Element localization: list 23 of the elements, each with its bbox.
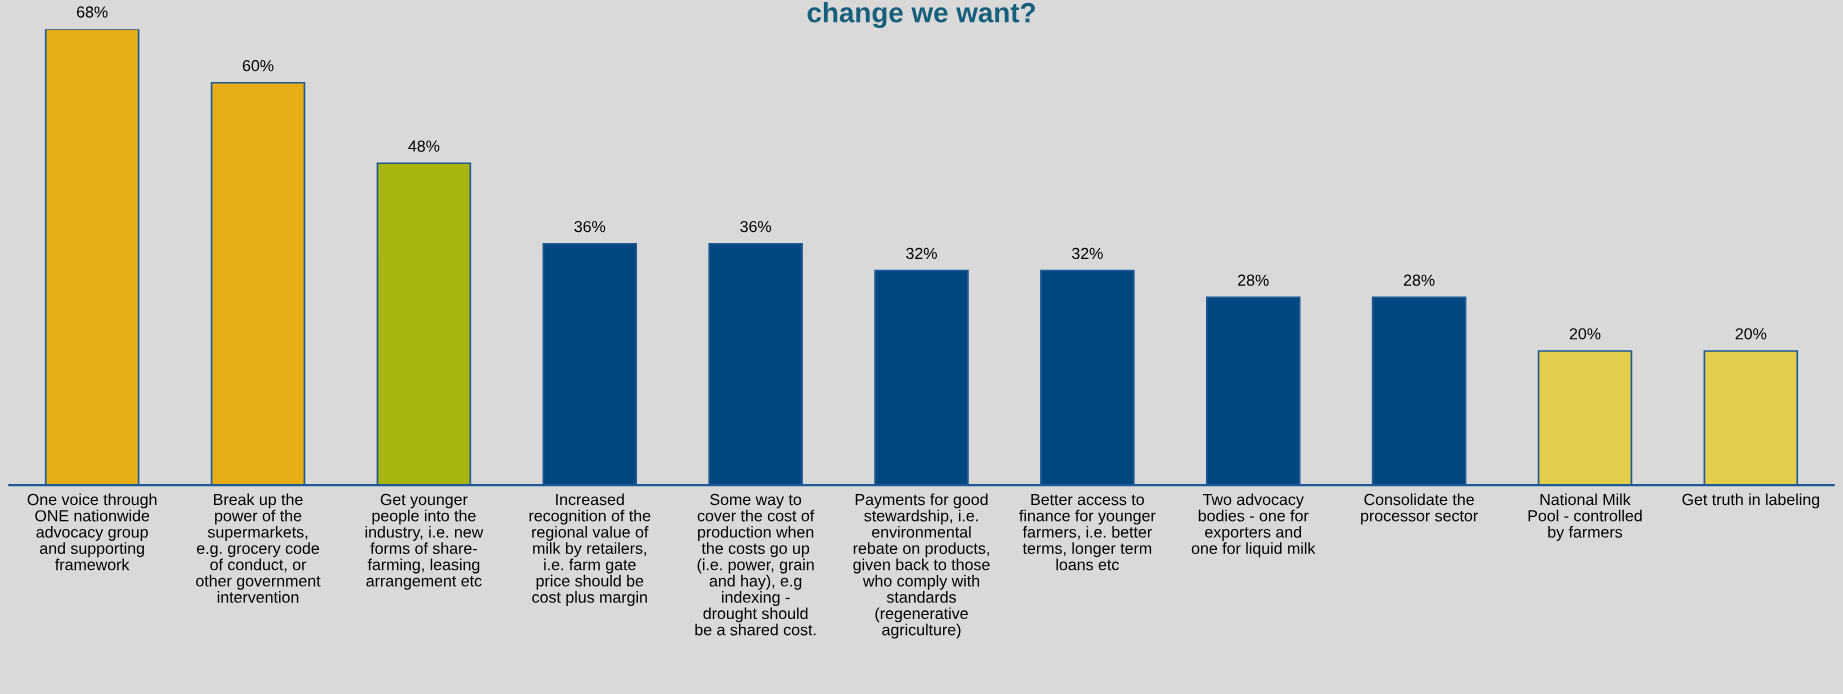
data-label: 32%: [1072, 247, 1103, 260]
data-label: 28%: [1238, 274, 1269, 286]
data-label: 68%: [76, 6, 108, 18]
data-label: 36%: [574, 220, 606, 233]
category-label: Payments for good stewardship, i.e. environmental rebate on products, given back to those who comply with standards (regenerative agriculture): [853, 493, 990, 639]
x-tick-label: Consolidate the processor sector: [1361, 493, 1478, 525]
data-label: 28%: [1403, 274, 1435, 286]
data-label: 20%: [1569, 328, 1601, 340]
data-label: 48%: [408, 140, 440, 152]
x-tick-label: Two advocacy bodies - one for exporters and one for liquid milk: [1191, 493, 1316, 558]
x-tick-label: Get younger people into the industry, i.e. new forms of share- farming, leasing arrangement etc: [365, 493, 484, 590]
data-label: 20%: [1735, 328, 1767, 340]
x-tick-label: One voice through ONE nationwide advocacy group and supporting framework: [27, 493, 157, 571]
x-tick-label: Get truth in labeling: [1682, 493, 1820, 509]
data-label: 36%: [740, 220, 772, 233]
x-tick-label: Break up the power of the supermarkets, e.g. grocery code of conduct, or other government intervention: [196, 493, 321, 603]
x-tick-label: Better access to finance for younger farmers, i.e. better terms, longer term loans etc: [1019, 494, 1156, 571]
data-label: 60%: [242, 59, 274, 72]
data-label: 32%: [906, 247, 937, 260]
category-label: Some way to cover the cost of production when the costs go up (i.e. power, grain and hay), e.g indexing - drought should be a shared cost.: [695, 493, 816, 636]
x-tick-label: Increased recognition of the regional value of milk by retailers, i.e. farm gate price should be cost plus margin: [529, 493, 651, 606]
chart-title: change we want?: [807, 2, 1035, 29]
x-tick-label: National Milk Pool - controlled by farmers: [1528, 493, 1642, 541]
